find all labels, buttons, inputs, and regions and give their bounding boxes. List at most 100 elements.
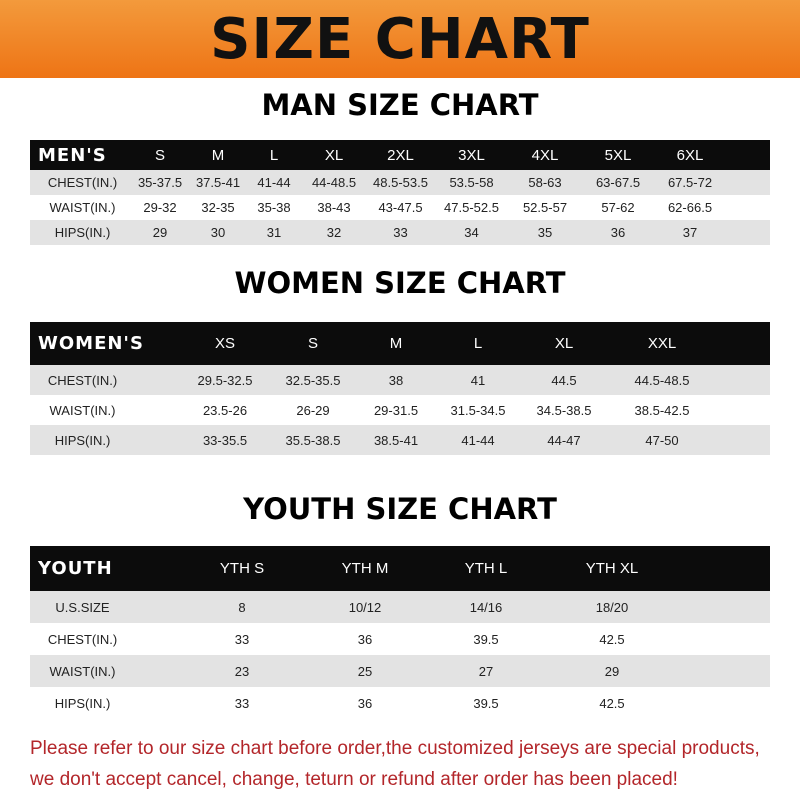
measurement-cell: 36 [357, 695, 373, 711]
size-column-header: XXL [608, 322, 716, 365]
row-label-cell: HIPS(IN.) [30, 220, 130, 245]
measurement-cell: 44-47 [520, 425, 608, 455]
row-label-cell: CHEST(IN.) [30, 365, 180, 395]
row-label-cell: WAIST(IN.) [30, 655, 190, 687]
measurement-cell: 29 [130, 220, 190, 245]
measurement-cell: 38-43 [317, 200, 351, 215]
row-filler [726, 220, 770, 245]
measurement-cell: 44.5 [520, 365, 608, 395]
measurement-cell: 35.5-38.5 [270, 425, 356, 455]
table-header-label: MEN'S [30, 140, 130, 170]
table-row: WAIST(IN.) 29-32 32-35 35-38 38-43 43-47.5 47.… [30, 195, 770, 220]
measurement-cell: 32 [302, 220, 366, 245]
table-row: CHEST(IN.) 35-37.5 37.5-41 41-44 44-48.5 48.5… [30, 170, 770, 195]
table-row: WAIST(IN.) 23 25 27 29 [30, 655, 770, 687]
measurement-cell: 33-35.5 [180, 425, 270, 455]
size-column-header: L [436, 322, 520, 365]
table-row: HIPS(IN.) 29 30 31 32 33 34 35 36 37 [30, 220, 770, 245]
row-label-cell: CHEST(IN.) [30, 623, 190, 655]
row-label: HIPS(IN.) [54, 432, 111, 448]
measurement-cell: 36 [357, 631, 373, 647]
row-label: CHEST(IN.) [47, 631, 118, 647]
table-row: U.S.SIZE 8 10/12 14/16 18/20 [30, 591, 770, 623]
measurement-cell: 35 [508, 220, 582, 245]
measurement-cell: 38.5-42.5 [634, 402, 690, 418]
row-label-cell: HIPS(IN.) [30, 425, 180, 455]
measurement-cell: 53.5-58 [435, 170, 508, 195]
row-label: HIPS(IN.) [54, 695, 111, 711]
table-row: CHEST(IN.) 29.5-32.5 32.5-35.5 38 41 44.5 44.5… [30, 365, 770, 395]
size-column-header: XL [302, 140, 366, 170]
measurement-cell: 41 [436, 365, 520, 395]
measurement-cell: 25 [294, 655, 436, 687]
row-filler [688, 687, 770, 719]
measurement-cell: 14/16 [436, 591, 536, 623]
size-column-header: M [356, 322, 436, 365]
row-label: CHEST(IN.) [47, 372, 118, 388]
measurement-cell: 29.5-32.5 [180, 365, 270, 395]
measurement-cell: 44-48.5 [302, 170, 366, 195]
header-filler [688, 546, 770, 591]
size-column-header: XS [180, 322, 270, 365]
measurement-cell: 32.5-35.5 [270, 365, 356, 395]
measurement-cell: 47-50 [608, 425, 716, 455]
measurement-cell: 41-44 [246, 170, 302, 195]
measurement-cell: 8 [190, 591, 294, 623]
row-label: U.S.SIZE [55, 599, 110, 615]
table-row: CHEST(IN.) 33 36 39.5 42.5 [30, 623, 770, 655]
row-label: WAIST(IN.) [49, 402, 116, 418]
measurement-cell: 38 [356, 365, 436, 395]
header-filler [716, 322, 770, 365]
table-row: HIPS(IN.) 33 36 39.5 42.5 [30, 687, 770, 719]
measurement-cell: 36 [582, 220, 654, 245]
row-label: WAIST(IN.) [49, 663, 116, 679]
row-filler [726, 195, 770, 220]
main-title: SIZE CHART [210, 6, 590, 72]
measurement-cell: 35-37.5 [130, 170, 190, 195]
measurement-cell: 35-38 [257, 200, 291, 215]
size-column-header: YTH S [190, 546, 294, 591]
size-column-header: S [130, 140, 190, 170]
measurement-cell: 42.5 [599, 695, 625, 711]
measurement-cell: 32-35 [201, 200, 235, 215]
row-label: HIPS(IN.) [54, 225, 111, 240]
measurement-cell: 29-31.5 [373, 402, 419, 418]
measurement-cell: 29-32 [143, 200, 177, 215]
measurement-cell: 33 [366, 220, 435, 245]
measurement-cell: 31 [246, 220, 302, 245]
row-label-cell: WAIST(IN.) [30, 195, 130, 220]
row-filler [716, 395, 770, 425]
measurement-cell: 23.5-26 [202, 402, 248, 418]
size-column-header: L [246, 140, 302, 170]
measurement-cell: 63-67.5 [582, 170, 654, 195]
measurement-cell: 38.5-41 [356, 425, 436, 455]
size-column-header: 4XL [508, 140, 582, 170]
header-row: YOUTH YTH S YTH M YTH L YTH XL [30, 546, 770, 591]
measurement-cell: 41-44 [436, 425, 520, 455]
row-label: CHEST(IN.) [47, 175, 118, 190]
measurement-cell: 52.5-57 [522, 200, 568, 215]
size-column-header: 3XL [435, 140, 508, 170]
order-notice: Please refer to our size chart before or… [30, 733, 790, 795]
measurement-cell: 57-62 [601, 200, 635, 215]
youth-section-title: YOUTH SIZE CHART [243, 492, 557, 526]
measurement-cell: 43-47.5 [378, 200, 423, 215]
row-filler [716, 365, 770, 395]
measurement-cell: 31.5-34.5 [450, 402, 506, 418]
men-size-table: MEN'S S M L XL 2XL 3XL 4XL 5XL 6XL CHEST(IN.) 35-37… [30, 140, 770, 245]
row-label-cell: U.S.SIZE [30, 591, 190, 623]
table-row: HIPS(IN.) 33-35.5 35.5-38.5 38.5-41 41-44 44-… [30, 425, 770, 455]
size-column-header: S [270, 322, 356, 365]
measurement-cell: 39.5 [473, 631, 499, 647]
size-column-header: XL [520, 322, 608, 365]
header-row: WOMEN'S XS S M L XL XXL [30, 322, 770, 365]
women-section-title: WOMEN SIZE CHART [234, 266, 566, 300]
measurement-cell: 44.5-48.5 [608, 365, 716, 395]
row-label-cell: HIPS(IN.) [30, 687, 190, 719]
measurement-cell: 48.5-53.5 [366, 170, 435, 195]
measurement-cell: 34.5-38.5 [536, 402, 592, 418]
row-filler [716, 425, 770, 455]
row-filler [688, 623, 770, 655]
measurement-cell: 37 [654, 220, 726, 245]
measurement-cell: 27 [436, 655, 536, 687]
